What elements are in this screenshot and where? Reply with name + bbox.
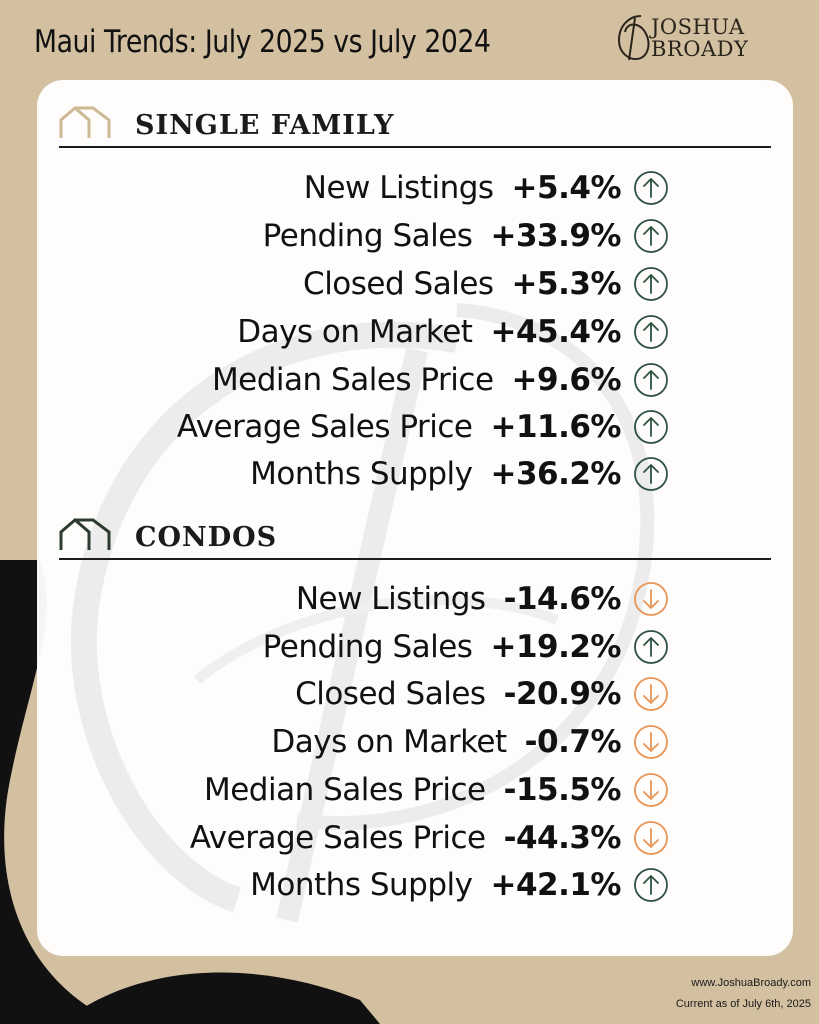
stat-row: Pending Sales +33.9% xyxy=(37,213,622,259)
footer-date: Current as of July 6th, 2025 xyxy=(675,998,811,1010)
condo-outline-icon xyxy=(59,518,111,550)
metric-change: -0.7% xyxy=(524,724,622,760)
metric-change: +42.1% xyxy=(490,867,621,903)
footer-url[interactable]: www.JoshuaBroady.com xyxy=(691,977,811,989)
metric-label: New Listings xyxy=(295,581,486,617)
stat-row: Average Sales Price +11.6% xyxy=(37,404,622,450)
arrow-down-circle-icon xyxy=(634,821,668,855)
stat-row: Closed Sales +5.3% xyxy=(37,261,621,307)
arrow-up-circle-icon xyxy=(634,868,668,902)
stat-row: New Listings -14.6% xyxy=(37,576,622,622)
stat-row: Months Supply +36.2% xyxy=(37,451,621,497)
metric-label: New Listings xyxy=(303,170,494,206)
brand-logo: JB JOSHUA BROADY xyxy=(617,10,793,68)
metric-change: +5.3% xyxy=(511,266,622,302)
stat-row: Days on Market -0.7% xyxy=(37,719,621,765)
arrow-up-circle-icon xyxy=(634,315,668,349)
arrow-up-circle-icon xyxy=(634,267,668,301)
metric-label: Average Sales Price xyxy=(189,820,486,856)
stat-row: Months Supply +42.1% xyxy=(37,862,621,908)
metric-change: +9.6% xyxy=(511,362,622,398)
stats-card: SINGLE FAMILY New Listings +5.4% Pending … xyxy=(37,80,793,956)
arrow-down-circle-icon xyxy=(634,725,668,759)
arrow-up-circle-icon xyxy=(634,410,668,444)
arrow-up-circle-icon xyxy=(634,457,668,491)
metric-change: -15.5% xyxy=(503,772,622,808)
house-outline-icon xyxy=(59,106,111,138)
metric-label: Pending Sales xyxy=(262,218,473,254)
metric-change: +45.4% xyxy=(490,314,621,350)
monogram-icon xyxy=(617,15,650,61)
brand-first-name: JOSHUA xyxy=(651,15,745,39)
stat-row: New Listings +5.4% xyxy=(37,165,622,211)
metric-label: Median Sales Price xyxy=(203,772,486,808)
arrow-down-circle-icon xyxy=(634,677,668,711)
metric-label: Closed Sales xyxy=(295,676,486,712)
stat-row: Median Sales Price +9.6% xyxy=(37,357,622,403)
metric-change: +36.2% xyxy=(490,456,621,492)
stat-row: Average Sales Price -44.3% xyxy=(37,815,622,861)
metric-label: Days on Market xyxy=(271,724,507,760)
metric-change: -20.9% xyxy=(503,676,622,712)
section-header-single-family: SINGLE FAMILY xyxy=(59,98,771,148)
stat-row: Median Sales Price -15.5% xyxy=(37,767,622,813)
section-title: CONDOS xyxy=(135,522,278,553)
metric-label: Months Supply xyxy=(250,867,473,903)
section-header-condos: CONDOS xyxy=(59,510,771,560)
metric-label: Average Sales Price xyxy=(176,409,473,445)
arrow-down-circle-icon xyxy=(634,773,668,807)
metric-change: +19.2% xyxy=(490,629,621,665)
page-title: Maui Trends: July 2025 vs July 2024 xyxy=(34,24,491,60)
arrow-down-circle-icon xyxy=(634,582,668,616)
metric-change: +11.6% xyxy=(490,409,621,445)
brand-last-name: BROADY xyxy=(651,37,749,61)
metric-label: Months Supply xyxy=(250,456,473,492)
arrow-up-circle-icon xyxy=(634,171,668,205)
section-title: SINGLE FAMILY xyxy=(135,110,395,141)
arrow-up-circle-icon xyxy=(634,219,668,253)
stat-row: Days on Market +45.4% xyxy=(37,309,621,355)
metric-label: Median Sales Price xyxy=(211,362,494,398)
metric-change: +33.9% xyxy=(490,218,621,254)
metric-label: Days on Market xyxy=(237,314,473,350)
metric-label: Pending Sales xyxy=(262,629,473,665)
metric-change: +5.4% xyxy=(511,170,622,206)
arrow-up-circle-icon xyxy=(634,630,668,664)
metric-label: Closed Sales xyxy=(303,266,494,302)
metric-change: -44.3% xyxy=(503,820,622,856)
stat-row: Closed Sales -20.9% xyxy=(37,671,621,717)
arrow-up-circle-icon xyxy=(634,363,668,397)
stat-row: Pending Sales +19.2% xyxy=(37,624,622,670)
metric-change: -14.6% xyxy=(503,581,622,617)
